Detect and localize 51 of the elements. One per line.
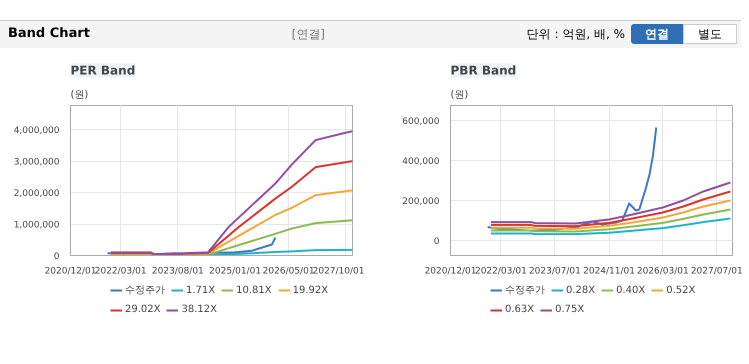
y-tick-label: 0: [54, 252, 60, 262]
line-series: [490, 208, 732, 232]
line-series: [490, 218, 732, 236]
legend-label: 29.02X: [125, 304, 160, 315]
line-series: [110, 160, 352, 256]
x-tick-label: 2026/03/01: [636, 266, 689, 276]
y-tick-label: 1,000,000: [14, 220, 60, 231]
x-tick-label: 2023/08/01: [152, 266, 204, 276]
legend-label: 10.81X: [236, 284, 272, 296]
y-tick-label: 400,000: [402, 157, 440, 167]
y-tick-label: 2,000,000: [14, 189, 60, 200]
x-tick-label: 2020/12/01: [424, 266, 476, 276]
y-axis-title: (원): [70, 90, 88, 100]
legend-label: 0.52X: [666, 284, 696, 296]
y-tick-label: 4,000,000: [14, 126, 60, 136]
legend-label: 수정주가: [505, 284, 545, 297]
y-tick-label: 600,000: [402, 117, 440, 127]
line-series: [110, 189, 352, 256]
legend-label: 0.40X: [616, 284, 646, 296]
x-tick-label: 2025/01/01: [209, 266, 262, 276]
text: 연결: [631, 24, 683, 44]
text: 단위 : 억원, 배, %: [526, 26, 625, 41]
line-series: [490, 200, 732, 230]
line-series: [490, 190, 732, 228]
line-series: [486, 126, 658, 232]
legend-label: 1.71X: [186, 284, 216, 296]
x-tick-label: 2027/07/01: [690, 266, 743, 276]
text: Band Chart: [8, 25, 90, 44]
legend-label: 0.63X: [505, 304, 534, 315]
y-tick-label: 3,000,000: [14, 158, 60, 168]
legend-label: 수정주가: [125, 284, 165, 297]
x-tick-label: 2022/03/01: [474, 266, 527, 276]
text: [연결]: [292, 26, 325, 43]
line-series: [110, 130, 352, 256]
text: 별도: [683, 24, 737, 44]
legend-label: 0.28X: [566, 284, 596, 296]
x-tick-label: 2026/05/01: [262, 266, 315, 276]
x-tick-label: 2022/03/01: [94, 266, 147, 276]
chart-title: PER Band: [70, 64, 136, 78]
legend-label: 38.12X: [181, 304, 217, 315]
line-series: [490, 182, 732, 224]
x-tick-label: 2020/12/01: [44, 266, 96, 276]
x-tick-label: 2027/10/01: [312, 266, 364, 276]
y-tick-label: 200,000: [402, 197, 440, 207]
x-tick-label: 2024/11/01: [583, 266, 635, 276]
x-tick-label: 2023/07/01: [528, 266, 581, 276]
legend-label: 19.92X: [292, 284, 328, 296]
chart-title: PBR Band: [450, 64, 516, 78]
legend-label: 0.75X: [555, 304, 584, 315]
y-tick-label: 0: [434, 237, 440, 247]
y-axis-title: (원): [450, 90, 468, 100]
